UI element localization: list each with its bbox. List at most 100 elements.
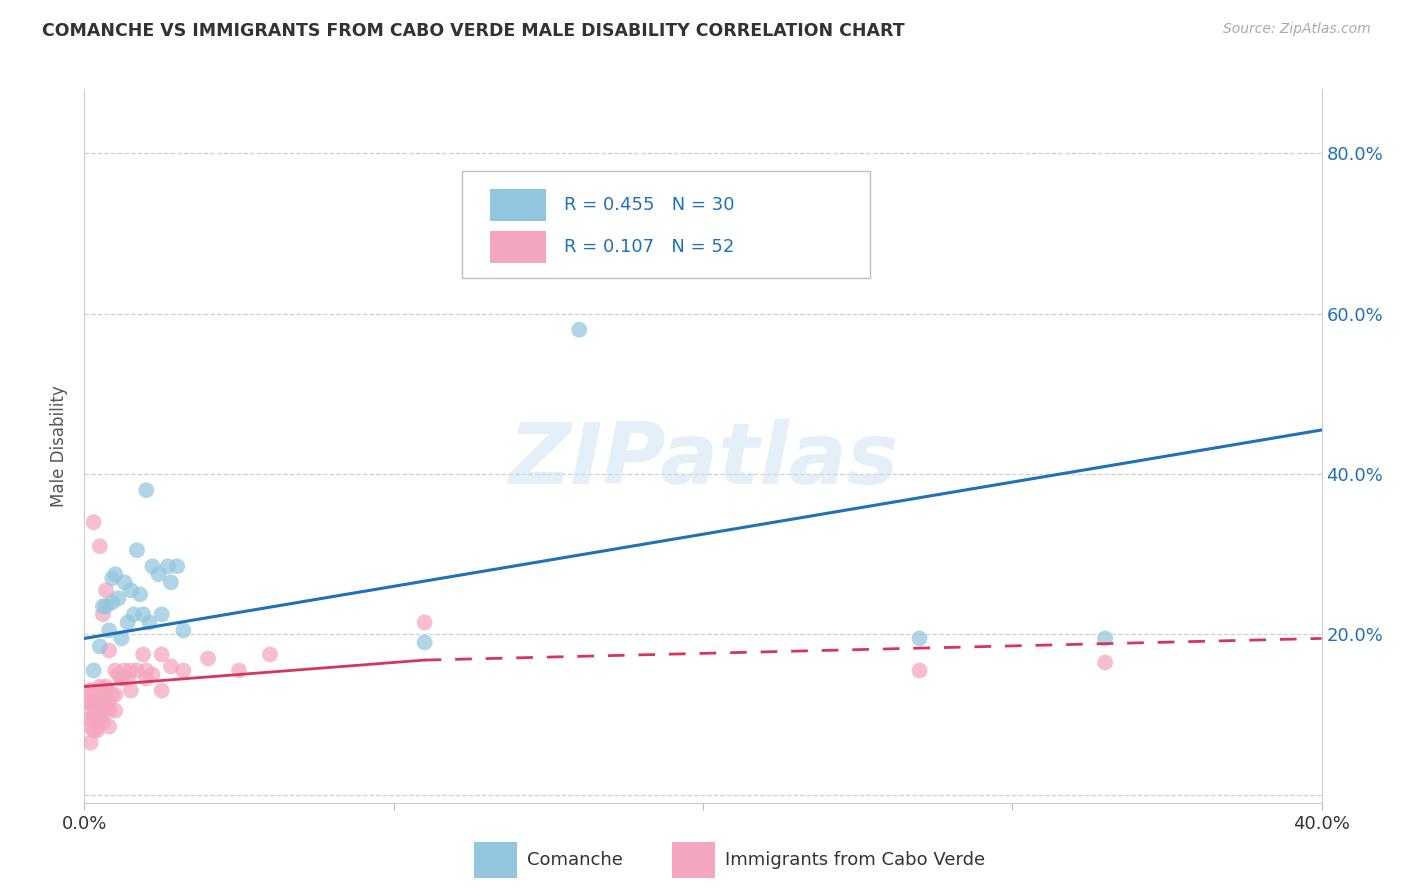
Point	[94, 583, 117, 598]
Point	[89, 707, 111, 722]
Point	[132, 607, 155, 622]
Bar	[672, 842, 716, 878]
Point	[101, 688, 124, 702]
Point	[91, 607, 114, 622]
FancyBboxPatch shape	[461, 171, 870, 278]
Point	[91, 715, 114, 730]
Point	[160, 659, 183, 673]
Point	[94, 699, 117, 714]
Point	[101, 595, 124, 609]
Point	[129, 587, 152, 601]
Text: Source: ZipAtlas.com: Source: ZipAtlas.com	[1223, 22, 1371, 37]
Point	[104, 567, 127, 582]
Point	[413, 635, 436, 649]
Point	[125, 543, 148, 558]
Point	[125, 664, 148, 678]
Point	[413, 615, 436, 630]
Point	[91, 699, 114, 714]
Point	[150, 683, 173, 698]
Point	[94, 683, 117, 698]
Point	[83, 664, 105, 678]
Point	[86, 712, 108, 726]
Point	[120, 583, 142, 598]
Point	[86, 704, 108, 718]
Text: ZIPatlas: ZIPatlas	[508, 418, 898, 502]
Bar	[491, 231, 546, 263]
Point	[104, 704, 127, 718]
Point	[86, 696, 108, 710]
Text: R = 0.455   N = 30: R = 0.455 N = 30	[564, 196, 735, 214]
Point	[148, 567, 170, 582]
Point	[79, 683, 101, 698]
Point	[89, 539, 111, 553]
Point	[91, 599, 114, 614]
Point	[135, 672, 157, 686]
Point	[110, 632, 132, 646]
Point	[83, 712, 105, 726]
Point	[110, 672, 132, 686]
Point	[150, 648, 173, 662]
Point	[107, 591, 129, 606]
Point	[141, 667, 163, 681]
Point	[94, 599, 117, 614]
Point	[89, 715, 111, 730]
Point	[1094, 656, 1116, 670]
Point	[104, 664, 127, 678]
Point	[83, 696, 105, 710]
Point	[98, 643, 121, 657]
Point	[132, 648, 155, 662]
Point	[76, 712, 98, 726]
Point	[908, 664, 931, 678]
Text: R = 0.107   N = 52: R = 0.107 N = 52	[564, 238, 735, 256]
Point	[89, 640, 111, 654]
Point	[135, 483, 157, 497]
Bar	[474, 842, 517, 878]
Point	[89, 699, 111, 714]
Point	[98, 696, 121, 710]
Point	[172, 624, 194, 638]
Point	[98, 704, 121, 718]
Point	[86, 723, 108, 738]
Point	[122, 607, 145, 622]
Point	[160, 575, 183, 590]
Point	[141, 559, 163, 574]
Point	[91, 704, 114, 718]
Point	[83, 696, 105, 710]
Point	[98, 624, 121, 638]
Point	[83, 515, 105, 529]
Text: COMANCHE VS IMMIGRANTS FROM CABO VERDE MALE DISABILITY CORRELATION CHART: COMANCHE VS IMMIGRANTS FROM CABO VERDE M…	[42, 22, 905, 40]
Point	[120, 683, 142, 698]
Point	[908, 632, 931, 646]
Point	[110, 672, 132, 686]
Point	[104, 688, 127, 702]
Point	[166, 559, 188, 574]
Point	[197, 651, 219, 665]
Point	[89, 691, 111, 706]
Y-axis label: Male Disability: Male Disability	[51, 385, 69, 507]
Point	[135, 664, 157, 678]
Point	[156, 559, 179, 574]
Point	[172, 664, 194, 678]
Bar	[491, 189, 546, 221]
Point	[1094, 632, 1116, 646]
Point	[138, 615, 160, 630]
Point	[114, 664, 136, 678]
Point	[120, 664, 142, 678]
Point	[94, 680, 117, 694]
Point	[79, 683, 101, 698]
Text: Immigrants from Cabo Verde: Immigrants from Cabo Verde	[725, 851, 986, 869]
Point	[117, 672, 139, 686]
Point	[83, 707, 105, 722]
Text: Comanche: Comanche	[527, 851, 623, 869]
Point	[76, 696, 98, 710]
Point	[91, 691, 114, 706]
Point	[89, 680, 111, 694]
Point	[83, 723, 105, 738]
Point	[79, 736, 101, 750]
Point	[150, 607, 173, 622]
Point	[114, 575, 136, 590]
Point	[98, 720, 121, 734]
Point	[568, 323, 591, 337]
Point	[259, 648, 281, 662]
Point	[107, 667, 129, 681]
